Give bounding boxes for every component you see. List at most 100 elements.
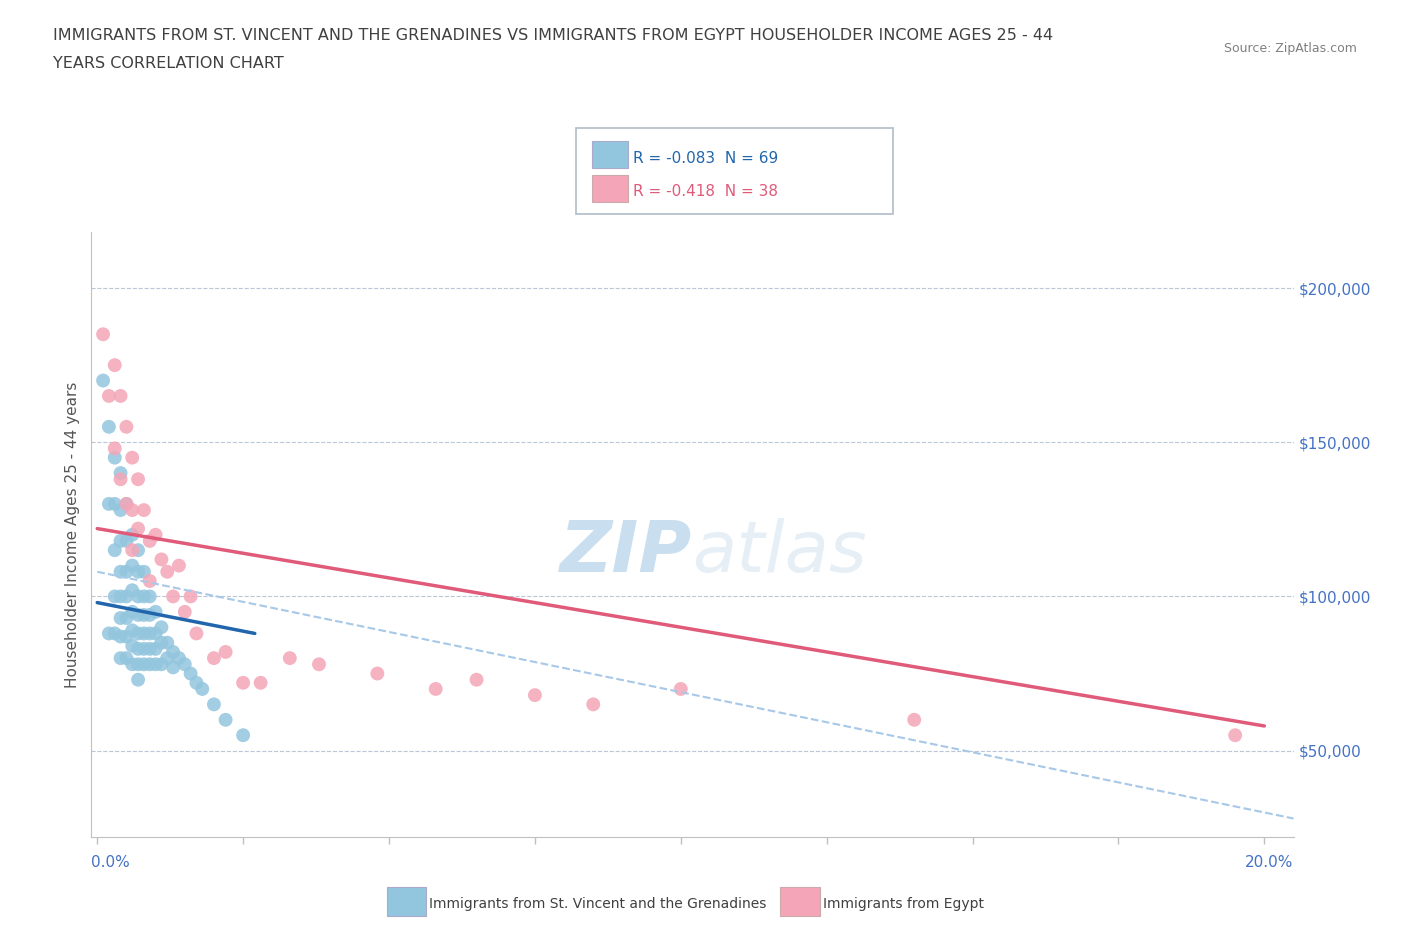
- Point: [91, 373, 114, 388]
- Text: YEARS CORRELATION CHART: YEARS CORRELATION CHART: [53, 56, 284, 71]
- Point: [139, 626, 162, 641]
- Point: [139, 642, 162, 657]
- Point: [127, 657, 149, 671]
- Point: [127, 589, 149, 604]
- Point: [110, 589, 132, 604]
- Point: [97, 389, 120, 404]
- Text: 0.0%: 0.0%: [91, 855, 131, 870]
- Point: [104, 589, 127, 604]
- Point: [669, 682, 692, 697]
- Point: [139, 534, 162, 549]
- Point: [139, 657, 162, 671]
- Point: [186, 626, 208, 641]
- Point: [202, 697, 225, 711]
- Point: [115, 497, 138, 512]
- Point: [162, 660, 184, 675]
- Point: [162, 589, 184, 604]
- Point: [162, 644, 184, 659]
- Point: [139, 607, 162, 622]
- Text: Source: ZipAtlas.com: Source: ZipAtlas.com: [1223, 42, 1357, 55]
- Point: [110, 472, 132, 486]
- Point: [127, 607, 149, 622]
- Point: [127, 521, 149, 536]
- Point: [132, 589, 155, 604]
- Point: [150, 552, 173, 567]
- Point: [121, 657, 143, 671]
- Text: ZIP: ZIP: [560, 518, 692, 588]
- Point: [903, 712, 925, 727]
- Point: [173, 604, 195, 619]
- Point: [132, 657, 155, 671]
- Point: [97, 419, 120, 434]
- Point: [110, 502, 132, 517]
- Point: [132, 607, 155, 622]
- Point: [110, 629, 132, 644]
- Text: Immigrants from St. Vincent and the Grenadines: Immigrants from St. Vincent and the Gren…: [429, 897, 766, 911]
- Point: [132, 642, 155, 657]
- Point: [232, 728, 254, 743]
- Point: [110, 611, 132, 626]
- Point: [115, 497, 138, 512]
- Point: [366, 666, 388, 681]
- Point: [115, 651, 138, 666]
- Point: [127, 642, 149, 657]
- Point: [121, 638, 143, 653]
- Text: atlas: atlas: [692, 518, 868, 588]
- Text: IMMIGRANTS FROM ST. VINCENT AND THE GRENADINES VS IMMIGRANTS FROM EGYPT HOUSEHOL: IMMIGRANTS FROM ST. VINCENT AND THE GREN…: [53, 28, 1053, 43]
- Point: [214, 712, 236, 727]
- Point: [115, 629, 138, 644]
- Point: [104, 358, 127, 373]
- Point: [104, 497, 127, 512]
- Point: [104, 543, 127, 558]
- Point: [110, 534, 132, 549]
- Point: [139, 589, 162, 604]
- Point: [145, 642, 167, 657]
- Point: [121, 604, 143, 619]
- Point: [127, 565, 149, 579]
- Point: [465, 672, 488, 687]
- Point: [308, 657, 330, 671]
- Point: [523, 687, 546, 702]
- Point: [249, 675, 271, 690]
- Point: [115, 534, 138, 549]
- Point: [115, 611, 138, 626]
- Point: [145, 657, 167, 671]
- Point: [127, 472, 149, 486]
- Point: [132, 502, 155, 517]
- Text: R = -0.418  N = 38: R = -0.418 N = 38: [633, 184, 778, 199]
- Point: [1223, 728, 1246, 743]
- Point: [139, 574, 162, 589]
- Point: [97, 626, 120, 641]
- Point: [202, 651, 225, 666]
- Point: [191, 682, 214, 697]
- Text: Immigrants from Egypt: Immigrants from Egypt: [823, 897, 984, 911]
- Y-axis label: Householder Income Ages 25 - 44 years: Householder Income Ages 25 - 44 years: [65, 381, 80, 688]
- Point: [180, 666, 202, 681]
- Point: [127, 543, 149, 558]
- Point: [121, 543, 143, 558]
- Point: [150, 657, 173, 671]
- Point: [91, 326, 114, 341]
- Point: [104, 450, 127, 465]
- Point: [167, 651, 190, 666]
- Point: [115, 565, 138, 579]
- Point: [127, 626, 149, 641]
- Point: [186, 675, 208, 690]
- Point: [180, 589, 202, 604]
- Point: [173, 657, 195, 671]
- Point: [115, 419, 138, 434]
- Point: [145, 604, 167, 619]
- Point: [150, 619, 173, 634]
- Point: [156, 565, 179, 579]
- Point: [214, 644, 236, 659]
- Point: [121, 623, 143, 638]
- Point: [121, 583, 143, 598]
- Point: [104, 441, 127, 456]
- Point: [278, 651, 301, 666]
- Point: [232, 675, 254, 690]
- Point: [167, 558, 190, 573]
- Point: [145, 527, 167, 542]
- Point: [156, 635, 179, 650]
- Point: [110, 651, 132, 666]
- Point: [145, 626, 167, 641]
